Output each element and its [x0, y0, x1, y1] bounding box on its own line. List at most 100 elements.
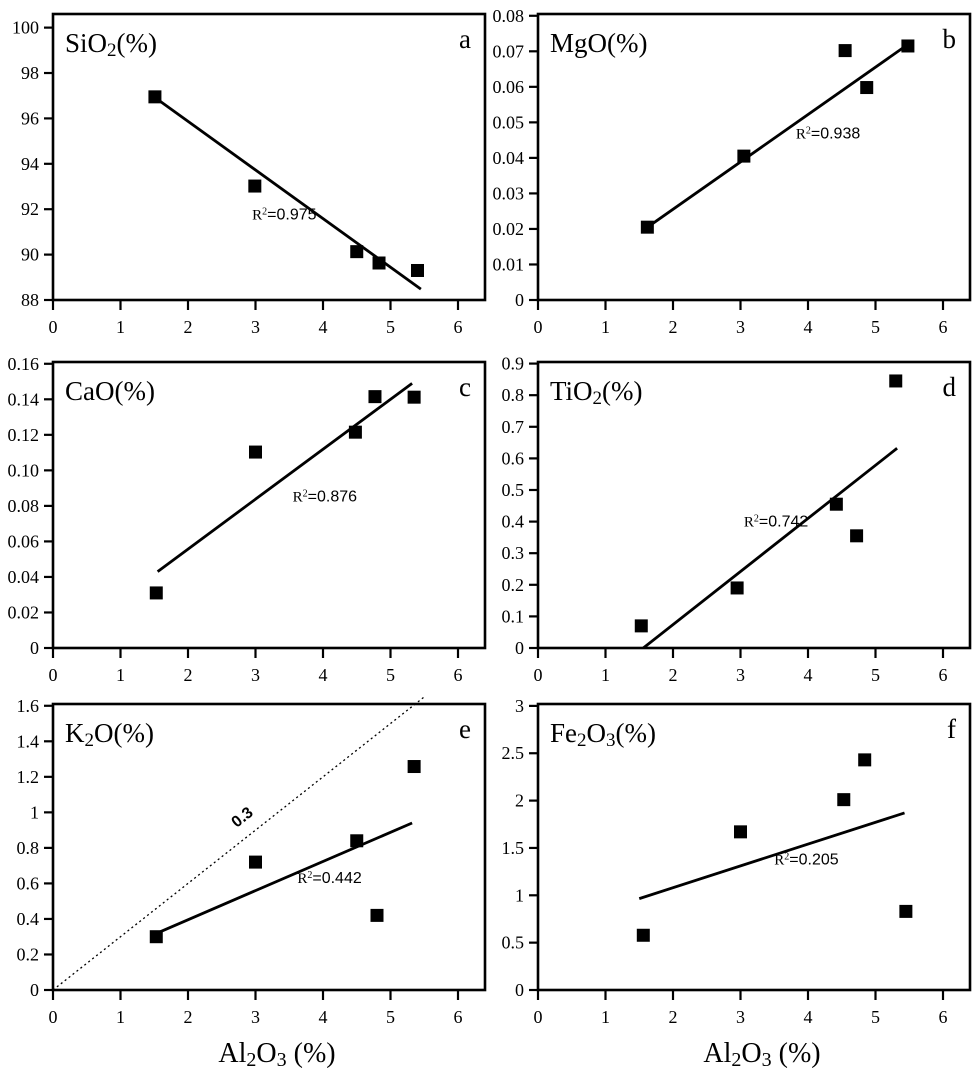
data-point-marker: [634, 619, 648, 633]
r-squared-label: R2=0.938: [796, 125, 861, 143]
x-tick-label: 4: [804, 665, 813, 685]
x-tick-label: 2: [669, 1007, 678, 1027]
data-point-marker: [850, 529, 864, 543]
y-tick-label: 0.8: [17, 838, 40, 858]
x-tick-label: 1: [116, 1007, 125, 1027]
y-tick-label: 0.05: [493, 112, 525, 132]
y-tick-label: 1: [30, 802, 39, 822]
data-point-marker: [860, 81, 874, 95]
panel-title: CaO(%): [65, 376, 155, 406]
panel-e-plot: 0 0.2 0.4 0.6 0.8 1 1.2 1.4 1.6 0 1 2 3 4 5 6 0.3 K2O(%) e…: [17, 696, 487, 1068]
x-tick-label: 6: [939, 317, 948, 337]
y-tick-label: 0: [515, 638, 524, 658]
panel-f: 0 0.5 1 1.5 2 2.5 3 0 1 2 3 4 5 6 Fe2O3(%) f R2=0.205 Al2…: [485, 690, 975, 1068]
y-tick-label: 92: [21, 199, 39, 219]
panel-title: SiO2(%): [65, 28, 157, 61]
y-tick-label: 0.9: [502, 354, 525, 374]
regression-line: [156, 382, 413, 573]
y-tick-label: 0.04: [493, 148, 525, 168]
x-tick-label: 6: [939, 1007, 948, 1027]
y-tick-label: 0.5: [502, 480, 525, 500]
y-tick-label: 0.12: [8, 425, 40, 445]
data-point-marker: [248, 179, 262, 193]
y-tick-label: 88: [21, 290, 39, 310]
y-tick-label: 0.4: [502, 512, 525, 532]
panel-letter-b: b: [943, 24, 957, 54]
data-point-marker: [407, 760, 421, 774]
data-point-marker: [148, 90, 162, 104]
y-tick-label: 0.6: [502, 448, 525, 468]
data-point-marker: [249, 445, 262, 459]
y-tick-label: 0.5: [502, 933, 525, 953]
data-point-marker: [350, 834, 364, 848]
y-tick-label: 2.5: [502, 743, 525, 763]
regression-line: [638, 811, 905, 900]
panel-b-plot: 0 0.01 0.02 0.03 0.04 0.05 0.06 0.07 0.08 0 1 2 3 4 5 6…: [493, 6, 972, 337]
x-tick-label: 0: [534, 317, 543, 337]
y-tick-label: 0.14: [8, 389, 40, 409]
x-tick-label: 3: [736, 317, 745, 337]
y-tick-label: 0.04: [8, 567, 40, 587]
y-tick-label: 0: [30, 638, 39, 658]
regression-line: [647, 43, 909, 228]
y-tick-label: 0.07: [493, 41, 525, 61]
x-tick-label: 6: [454, 1007, 463, 1027]
y-tick-label: 0.02: [493, 219, 525, 239]
x-tick-label: 3: [251, 317, 260, 337]
y-tick-label: 0.2: [502, 575, 525, 595]
panel-letter-e: e: [459, 714, 471, 744]
y-tick-label: 0.01: [493, 254, 525, 274]
x-tick-label: 6: [454, 665, 463, 685]
x-tick-label: 0: [49, 665, 58, 685]
data-point-marker: [730, 581, 744, 595]
x-tick-label: 2: [669, 317, 678, 337]
y-tick-label: 0.3: [502, 543, 525, 563]
x-tick-label: 0: [49, 1007, 58, 1027]
panel-title: K2O(%): [65, 718, 154, 751]
x-tick-label: 3: [736, 665, 745, 685]
y-tick-label: 0.8: [502, 385, 525, 405]
y-tick-label: 3: [515, 696, 524, 716]
panel-c: 0 0.02 0.04 0.06 0.08 0.10 0.12 0.14 0.16 0 1 2 3 4 5 6…: [0, 348, 490, 698]
y-tick-label: 0.08: [8, 496, 40, 516]
x-tick-label: 0: [534, 1007, 543, 1027]
panel-title: TiO2(%): [550, 376, 643, 409]
r-squared-label: R2=0.442: [297, 870, 362, 888]
y-tick-label: 0.03: [493, 183, 525, 203]
x-tick-label: 4: [319, 665, 328, 685]
x-tick-label: 0: [49, 317, 58, 337]
reference-line-label: 0.3: [229, 804, 257, 831]
x-tick-label: 5: [871, 665, 880, 685]
panel-letter-c: c: [459, 372, 471, 402]
y-tick-label: 1: [515, 885, 524, 905]
x-tick-label: 4: [804, 317, 813, 337]
x-tick-label: 3: [251, 1007, 260, 1027]
panel-d-plot: 0 0.1 0.2 0.3 0.4 0.5 0.6 0.7 0.8 0.9 0 1 2 3 4 5 6 TiO2(…: [502, 354, 972, 685]
data-point-marker: [899, 904, 913, 918]
data-point-marker: [149, 930, 163, 944]
data-point-marker: [149, 586, 163, 600]
y-tick-label: 0.06: [493, 77, 525, 97]
x-tick-label: 3: [251, 665, 260, 685]
panel-a: 88 90 92 94 96 98 100 0 1 2 3 4 5 6 SiO2(%) a R2=0.975: [0, 0, 490, 350]
r-squared-label: R2=0.975: [252, 206, 317, 224]
x-tick-label: 3: [736, 1007, 745, 1027]
panel-d: 0 0.1 0.2 0.3 0.4 0.5 0.6 0.7 0.8 0.9 0 1 2 3 4 5 6 TiO2(…: [485, 348, 975, 698]
y-tick-label: 94: [21, 154, 39, 174]
panel-c-plot: 0 0.02 0.04 0.06 0.08 0.10 0.12 0.14 0.16 0 1 2 3 4 5 6…: [8, 354, 487, 685]
data-point-marker: [372, 256, 386, 270]
data-point-marker: [829, 497, 843, 511]
data-point-marker: [407, 390, 421, 404]
x-tick-label: 1: [116, 665, 125, 685]
y-tick-label: 0.02: [8, 602, 40, 622]
r-squared-label: R2=0.742: [744, 513, 809, 531]
reference-line: [52, 696, 425, 991]
y-tick-label: 0.16: [8, 354, 40, 374]
data-point-marker: [368, 390, 382, 404]
y-tick-label: 98: [21, 63, 39, 83]
plot-frame: [51, 12, 487, 302]
x-tick-label: 2: [184, 1007, 193, 1027]
panel-a-plot: 88 90 92 94 96 98 100 0 1 2 3 4 5 6 SiO2(%) a R2=0.975: [12, 12, 487, 337]
y-tick-label: 1.4: [17, 731, 40, 751]
